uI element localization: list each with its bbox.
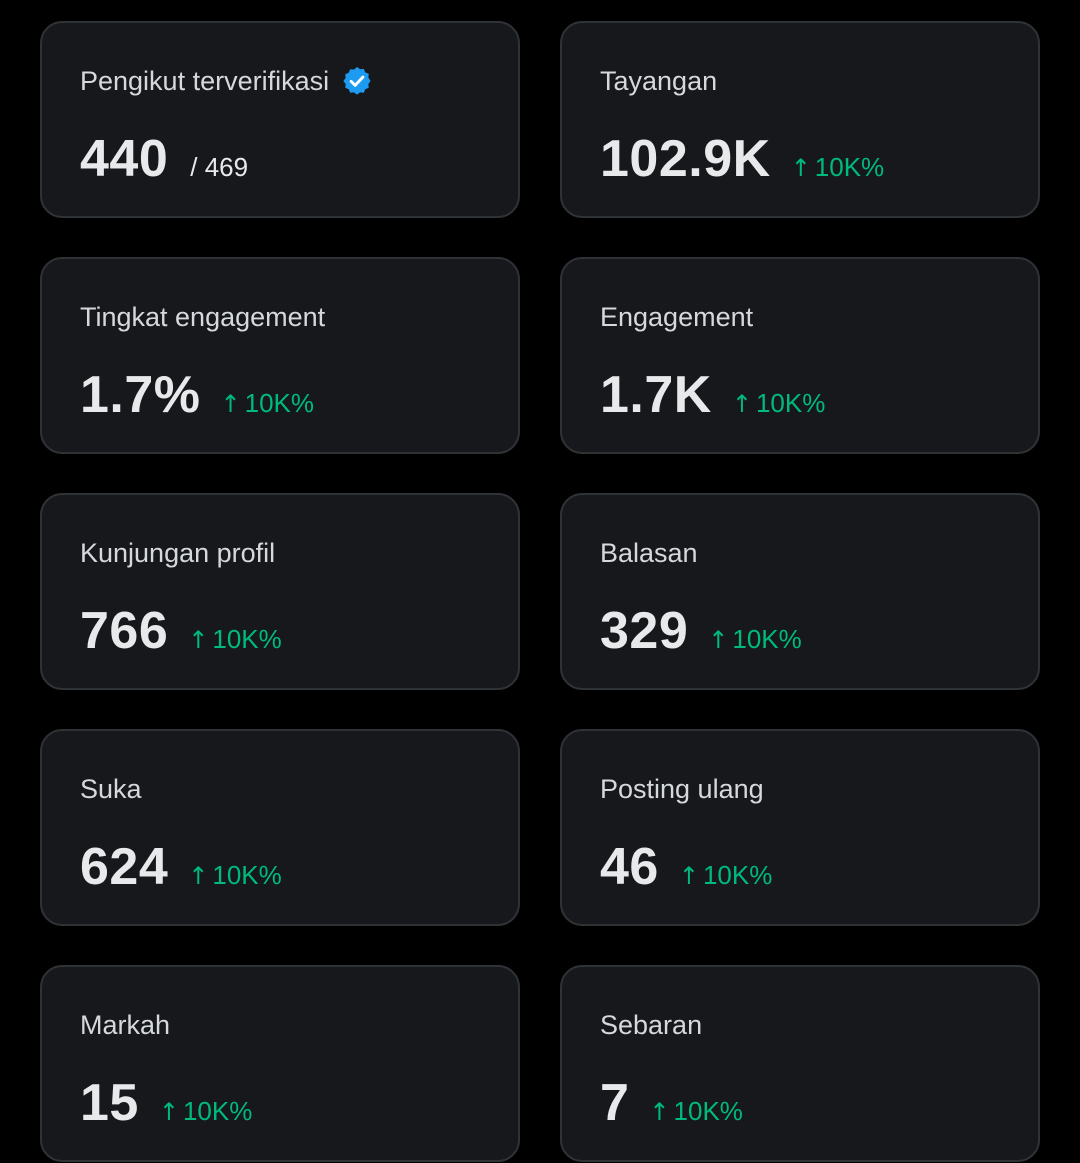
stat-change: ↑ 10K% xyxy=(708,624,802,655)
stat-change: ↑ 10K% xyxy=(159,1096,253,1127)
stat-card-likes[interactable]: Suka 624 ↑ 10K% xyxy=(40,729,520,926)
stat-change: ↑ 10K% xyxy=(791,152,885,183)
stat-change: ↑ 10K% xyxy=(649,1096,743,1127)
stat-change-value: 10K% xyxy=(212,860,282,890)
stat-change: ↑ 10K% xyxy=(188,624,282,655)
arrow-up-icon: ↑ xyxy=(790,154,811,182)
stat-card-engagement-rate[interactable]: Tingkat engagement 1.7% ↑ 10K% xyxy=(40,257,520,454)
stat-value: 15 xyxy=(80,1074,139,1132)
stat-label: Posting ulang xyxy=(600,774,764,804)
stat-card-bookmarks[interactable]: Markah 15 ↑ 10K% xyxy=(40,965,520,1162)
stat-label-row: Balasan xyxy=(600,535,698,571)
stat-change-value: 10K% xyxy=(732,624,802,654)
stat-total: / 469 xyxy=(190,152,249,182)
stat-change-value: 10K% xyxy=(244,388,315,418)
stat-change-value: 10K% xyxy=(673,1096,743,1126)
stat-change-value: 10K% xyxy=(182,1096,253,1126)
stat-change: ↑ 10K% xyxy=(732,388,826,419)
arrow-up-icon: ↑ xyxy=(708,626,729,654)
stat-value-row: 1.7% ↑ 10K% xyxy=(80,363,314,427)
stat-value: 329 xyxy=(600,602,689,660)
stat-label: Pengikut terverifikasi xyxy=(80,66,330,96)
stat-label-row: Suka xyxy=(80,771,142,807)
stat-label-row: Sebaran xyxy=(600,1007,702,1043)
stat-value-row: 102.9K ↑ 10K% xyxy=(600,127,884,191)
stat-label: Sebaran xyxy=(600,1010,703,1040)
stat-value-row: 329 ↑ 10K% xyxy=(600,599,802,663)
stat-value: 102.9K xyxy=(600,130,771,188)
stat-label-row: Engagement xyxy=(600,299,753,335)
stat-value: 7 xyxy=(600,1074,630,1132)
stat-label: Balasan xyxy=(600,538,698,568)
stat-change-value: 10K% xyxy=(755,388,826,418)
stat-value-row: 766 ↑ 10K% xyxy=(80,599,282,663)
stat-value: 1.7K xyxy=(600,366,712,424)
stat-change: ↑ 10K% xyxy=(188,860,282,891)
stat-value-row: 440 / 469 xyxy=(80,127,248,191)
stat-label-row: Markah xyxy=(80,1007,170,1043)
arrow-up-icon: ↑ xyxy=(731,390,752,418)
stat-label-row: Tayangan xyxy=(600,63,717,99)
arrow-up-icon: ↑ xyxy=(158,1098,179,1126)
stat-value-row: 1.7K ↑ 10K% xyxy=(600,363,825,427)
stat-label: Suka xyxy=(80,774,142,804)
arrow-up-icon: ↑ xyxy=(220,390,241,418)
stat-value: 766 xyxy=(80,602,169,660)
stat-value-row: 46 ↑ 10K% xyxy=(600,835,772,899)
stat-label: Tingkat engagement xyxy=(80,302,326,332)
stat-card-engagement[interactable]: Engagement 1.7K ↑ 10K% xyxy=(560,257,1040,454)
arrow-up-icon: ↑ xyxy=(188,862,209,890)
stat-card-reposts[interactable]: Posting ulang 46 ↑ 10K% xyxy=(560,729,1040,926)
stat-change: ↑ 10K% xyxy=(679,860,773,891)
stat-card-impressions[interactable]: Tayangan 102.9K ↑ 10K% xyxy=(560,21,1040,218)
arrow-up-icon: ↑ xyxy=(678,862,699,890)
stat-value: 440 xyxy=(80,130,169,188)
stat-card-profile-visits[interactable]: Kunjungan profil 766 ↑ 10K% xyxy=(40,493,520,690)
arrow-up-icon: ↑ xyxy=(188,626,209,654)
stat-label-row: Pengikut terverifikasi xyxy=(80,63,373,99)
stat-label: Markah xyxy=(80,1010,171,1040)
stats-grid: Pengikut terverifikasi 440 / 469 Tayanga… xyxy=(40,21,1040,1162)
stat-value: 46 xyxy=(600,838,659,896)
stat-card-shares[interactable]: Sebaran 7 ↑ 10K% xyxy=(560,965,1040,1162)
arrow-up-icon: ↑ xyxy=(649,1098,670,1126)
verified-badge-icon xyxy=(343,67,371,95)
stat-change-value: 10K% xyxy=(814,152,885,182)
stat-value-row: 15 ↑ 10K% xyxy=(80,1071,252,1135)
stat-label-row: Posting ulang xyxy=(600,771,764,807)
stat-label-row: Tingkat engagement xyxy=(80,299,325,335)
stat-label: Tayangan xyxy=(600,66,718,96)
stat-value: 1.7% xyxy=(80,366,201,424)
stat-change: ↑ 10K% xyxy=(221,388,315,419)
stat-label: Kunjungan profil xyxy=(80,538,276,568)
stat-value-row: 624 ↑ 10K% xyxy=(80,835,282,899)
stat-change-value: 10K% xyxy=(702,860,773,890)
stat-card-replies[interactable]: Balasan 329 ↑ 10K% xyxy=(560,493,1040,690)
stat-label: Engagement xyxy=(600,302,754,332)
stat-value-row: 7 ↑ 10K% xyxy=(600,1071,743,1135)
stat-value: 624 xyxy=(80,838,169,896)
stat-label-row: Kunjungan profil xyxy=(80,535,275,571)
stat-card-verified-followers[interactable]: Pengikut terverifikasi 440 / 469 xyxy=(40,21,520,218)
stat-change-value: 10K% xyxy=(212,624,282,654)
